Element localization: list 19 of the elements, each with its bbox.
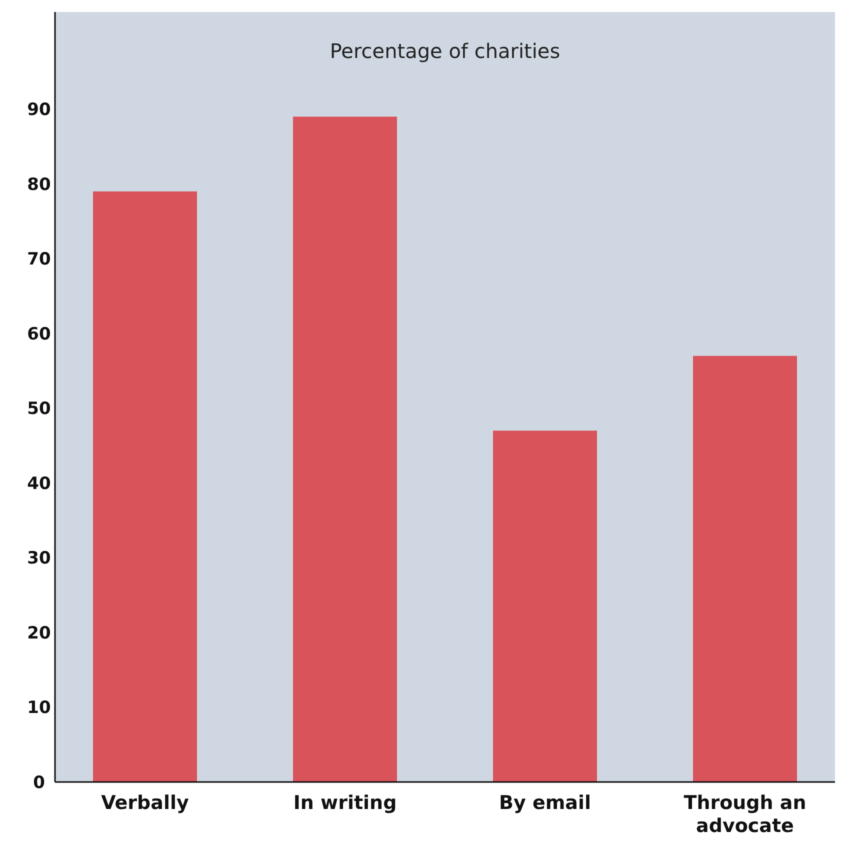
y-axis-title: Percentage of charities <box>330 39 560 63</box>
y-tick-label: 40 <box>27 474 51 494</box>
y-tick-label: 20 <box>27 623 51 644</box>
y-tick-label: 50 <box>27 399 51 420</box>
x-tick-label: In writing <box>293 792 397 814</box>
y-tick-label: 30 <box>27 548 51 569</box>
y-tick-label: 60 <box>27 324 51 344</box>
y-tick-label: 10 <box>27 698 51 718</box>
bar <box>293 116 397 782</box>
y-tick-label: 0 <box>33 772 46 793</box>
y-tick-label: 80 <box>27 174 51 195</box>
bar <box>693 356 797 782</box>
bar <box>493 430 597 782</box>
bar <box>93 191 197 782</box>
x-tick-label: By email <box>498 792 592 814</box>
x-tick-label: Verbally <box>101 792 190 814</box>
y-tick-label: 90 <box>27 100 51 120</box>
x-tick-label: Through an advocate <box>684 792 806 837</box>
y-tick-label: 70 <box>27 250 51 270</box>
